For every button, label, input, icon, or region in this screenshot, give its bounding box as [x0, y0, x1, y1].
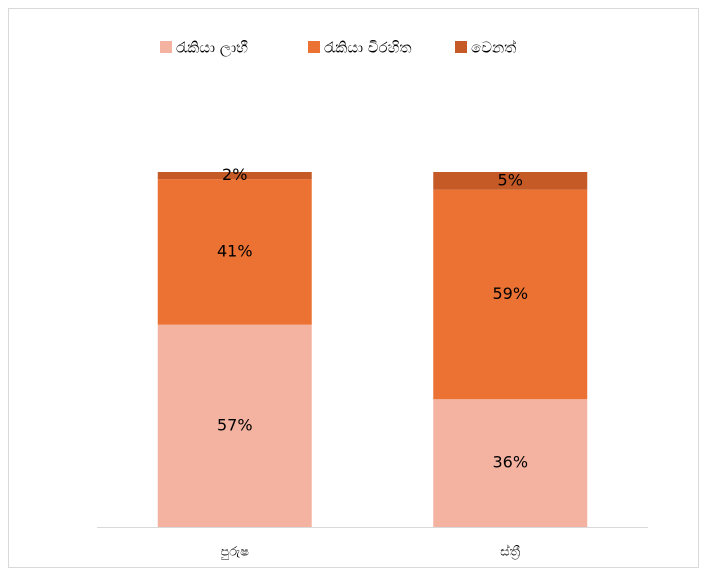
x-tick-label: පුරුෂ — [220, 545, 249, 560]
bar-segment — [157, 324, 312, 527]
x-tick-label: ස්ත්‍රී — [500, 543, 520, 559]
data-label: 59% — [492, 284, 528, 303]
bar-segment — [433, 189, 588, 400]
legend-label: වෙනත් — [471, 38, 516, 56]
bar-segment — [157, 179, 312, 325]
data-label: 5% — [498, 170, 523, 189]
legend-swatch — [455, 41, 467, 53]
chart-frame — [8, 8, 699, 568]
bar-segment — [157, 172, 312, 180]
legend-label: රැකියා ලාභී — [176, 39, 248, 57]
bar-segment — [433, 399, 588, 527]
legend-swatch — [160, 41, 172, 53]
data-label: 2% — [222, 165, 247, 184]
legend-label: රැකියා විරහිත — [324, 39, 412, 57]
data-label: 36% — [492, 453, 528, 472]
data-label: 41% — [217, 241, 253, 260]
bar-segment — [433, 172, 588, 190]
data-label: 57% — [217, 415, 253, 434]
legend-swatch — [308, 41, 320, 53]
